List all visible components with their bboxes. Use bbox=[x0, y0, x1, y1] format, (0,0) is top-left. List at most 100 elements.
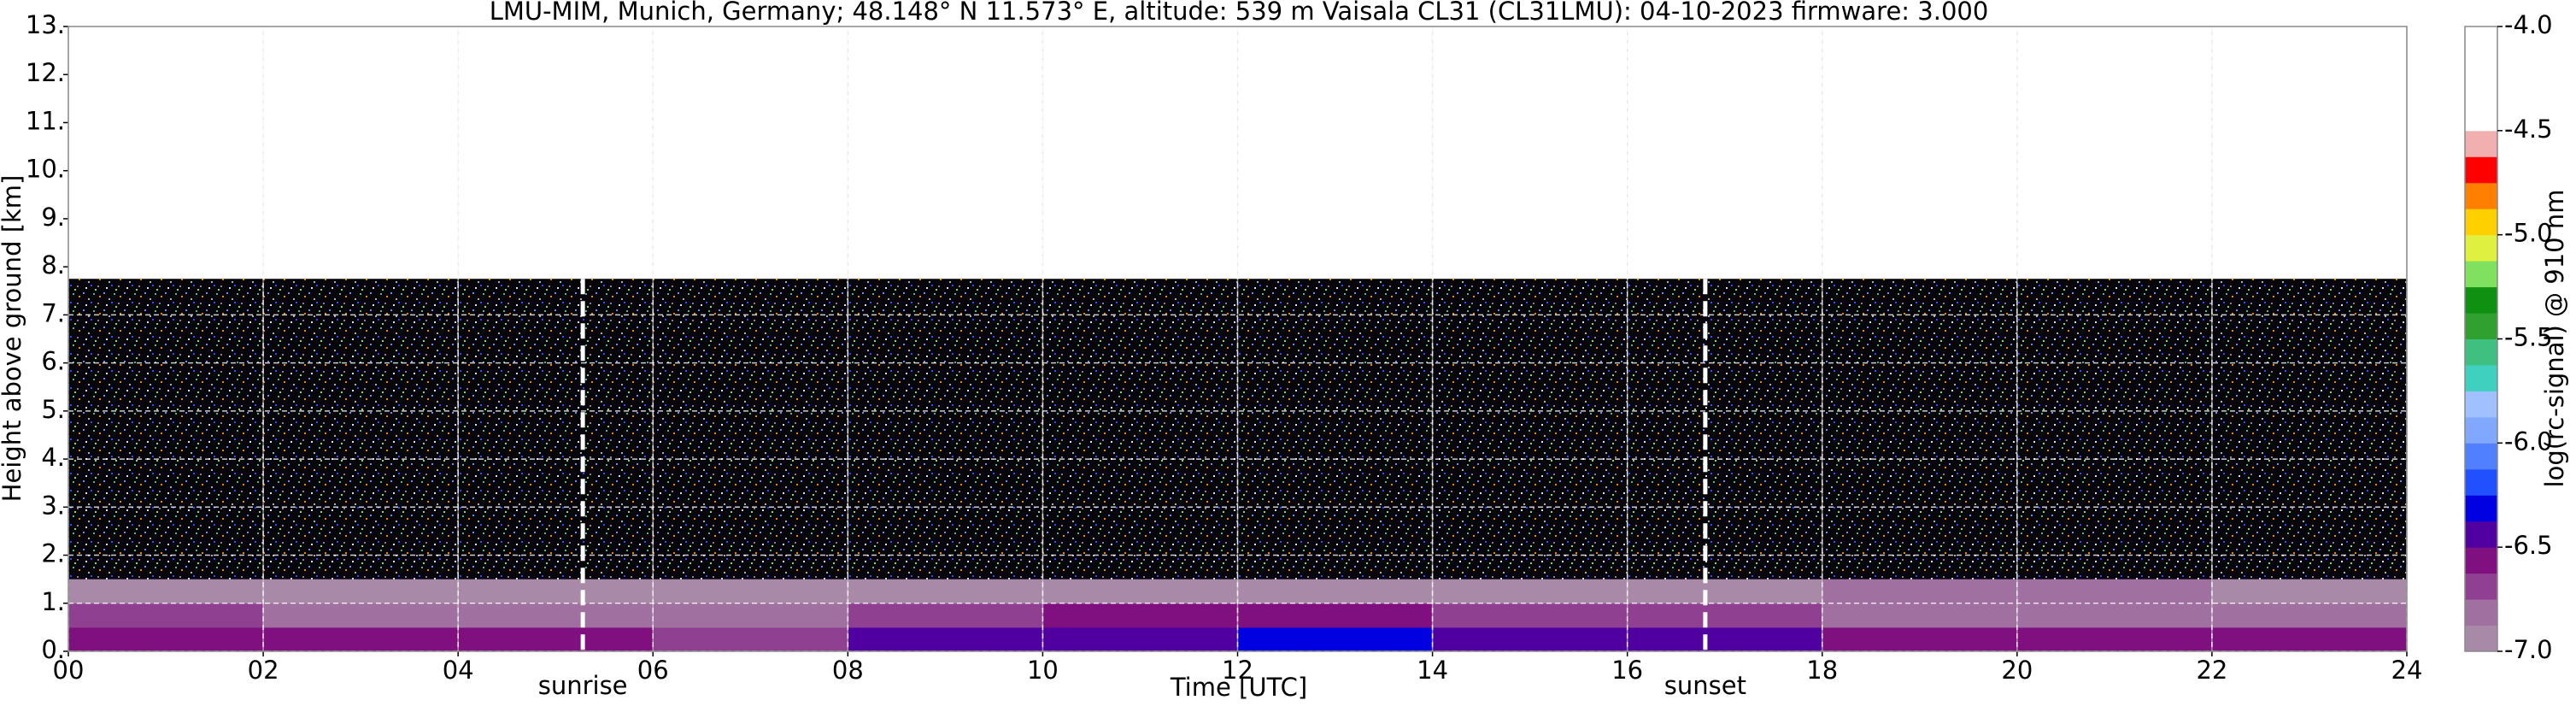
heatmap-cell bbox=[1627, 579, 1823, 604]
heatmap-cell bbox=[653, 627, 848, 652]
heatmap-cell bbox=[263, 579, 459, 604]
y-tick-label: 13. bbox=[26, 10, 65, 39]
y-tick-label: 1. bbox=[41, 587, 65, 616]
heatmap-cell bbox=[2016, 579, 2213, 604]
x-tick-label: 12 bbox=[1222, 656, 1253, 685]
heatmap-cell bbox=[458, 627, 654, 652]
heatmap-cell bbox=[1432, 603, 1628, 628]
colorbar-cell bbox=[2465, 468, 2497, 496]
colorbar-cell bbox=[2465, 156, 2497, 184]
colorbar-cell bbox=[2465, 182, 2497, 209]
colorbar-cell bbox=[2465, 599, 2497, 627]
y-tick-label: 9. bbox=[41, 203, 65, 232]
x-tick-label: 10 bbox=[1027, 656, 1059, 685]
heatmap-cell bbox=[263, 627, 459, 652]
colorbar-cell bbox=[2465, 209, 2497, 236]
y-tick-label: 10. bbox=[26, 155, 65, 184]
x-tick-label: 18 bbox=[1806, 656, 1838, 685]
colorbar-cell bbox=[2465, 78, 2497, 105]
colorbar-tick-label: -5.5 bbox=[2504, 323, 2553, 352]
heatmap-cell bbox=[2211, 627, 2408, 652]
y-tick-label: 5. bbox=[41, 395, 65, 424]
x-tick-label: 14 bbox=[1417, 656, 1448, 685]
heatmap-cell bbox=[458, 603, 654, 628]
heatmap-cell bbox=[1432, 627, 1628, 652]
x-axis-label: Time [UTC] bbox=[1170, 673, 1307, 702]
heatmap-cell bbox=[653, 603, 848, 628]
heatmap-cell bbox=[1042, 579, 1238, 604]
y-tick-label: 6. bbox=[41, 347, 65, 376]
colorbar-tick-label: -4.0 bbox=[2504, 10, 2553, 39]
y-tick-label: 12. bbox=[26, 58, 65, 87]
annotation-label: sunset bbox=[1664, 671, 1746, 700]
heatmap-cell bbox=[1432, 579, 1628, 604]
y-tick-label: 11. bbox=[26, 106, 65, 135]
colorbar-cell bbox=[2465, 261, 2497, 288]
colorbar-tick-label: -5.0 bbox=[2504, 219, 2553, 248]
x-tick-label: 24 bbox=[2391, 656, 2423, 685]
y-tick-label: 3. bbox=[41, 491, 65, 520]
annotation-label: sunrise bbox=[538, 671, 628, 700]
heatmap-cell bbox=[1822, 603, 2018, 628]
plot-frame bbox=[67, 26, 2408, 652]
colorbar-cell bbox=[2465, 391, 2497, 418]
colorbar-tick-label: -6.5 bbox=[2504, 531, 2553, 560]
colorbar-cell bbox=[2465, 52, 2497, 79]
heatmap-cell bbox=[1042, 603, 1238, 628]
colorbar-cell bbox=[2465, 26, 2497, 53]
colorbar-cell bbox=[2465, 313, 2497, 339]
heatmap-cell bbox=[848, 627, 1043, 652]
heatmap-cell bbox=[2211, 579, 2408, 604]
y-tick-label: 4. bbox=[41, 443, 65, 472]
colorbar-cell bbox=[2465, 104, 2497, 132]
x-tick-label: 04 bbox=[443, 656, 474, 685]
heatmap-cell bbox=[848, 579, 1043, 604]
heatmap-cell bbox=[1627, 627, 1823, 652]
colorbar-cell bbox=[2465, 416, 2497, 444]
y-tick-label: 7. bbox=[41, 298, 65, 327]
heatmap-cell bbox=[653, 579, 848, 604]
heatmap-cell bbox=[2016, 603, 2213, 628]
heatmap-cell bbox=[1627, 603, 1823, 628]
colorbar-cell bbox=[2465, 364, 2497, 391]
colorbar-tick-label: -6.0 bbox=[2504, 427, 2553, 456]
colorbar-label: log(rc-signal) @ 910 nm bbox=[2540, 190, 2569, 488]
x-tick-label: 06 bbox=[637, 656, 669, 685]
colorbar-cell bbox=[2465, 495, 2497, 522]
x-tick-label: 02 bbox=[248, 656, 279, 685]
y-tick-label: 8. bbox=[41, 250, 65, 279]
colorbar-cell bbox=[2465, 234, 2497, 262]
heatmap-cell bbox=[1237, 627, 1434, 652]
heatmap-cell bbox=[2016, 627, 2213, 652]
heatmap-cell bbox=[263, 603, 459, 628]
heatmap-cell bbox=[848, 603, 1043, 628]
y-tick-label: 0. bbox=[41, 635, 65, 664]
heatmap-cell bbox=[1822, 579, 2018, 604]
colorbar-cell bbox=[2465, 547, 2497, 574]
x-tick-label: 00 bbox=[53, 656, 85, 685]
heatmap-cell bbox=[1822, 627, 2018, 652]
colorbar-cell bbox=[2465, 286, 2497, 314]
x-tick-label: 08 bbox=[832, 656, 864, 685]
colorbar-cell bbox=[2465, 521, 2497, 548]
heatmap-cell bbox=[1237, 579, 1434, 604]
colorbar-tick-label: -4.5 bbox=[2504, 115, 2553, 144]
heatmap-cell bbox=[68, 627, 264, 652]
x-tick-label: 16 bbox=[1611, 656, 1643, 685]
chart-title: LMU-MIM, Munich, Germany; 48.148° N 11.5… bbox=[490, 0, 1989, 26]
colorbar-tick-label: -7.0 bbox=[2504, 635, 2553, 664]
heatmap-cell bbox=[68, 603, 264, 628]
colorbar-cell bbox=[2465, 443, 2497, 470]
colorbar-cell bbox=[2465, 573, 2497, 600]
x-tick-label: 20 bbox=[2001, 656, 2033, 685]
x-tick-label: 22 bbox=[2196, 656, 2227, 685]
y-tick-label: 2. bbox=[41, 539, 65, 568]
heatmap-cell bbox=[1042, 627, 1238, 652]
y-axis-label: Height above ground [km] bbox=[0, 175, 26, 503]
heatmap-cell bbox=[1237, 603, 1434, 628]
colorbar-cell bbox=[2465, 338, 2497, 366]
colorbar-cell bbox=[2465, 130, 2497, 157]
heatmap-cell bbox=[458, 579, 654, 604]
